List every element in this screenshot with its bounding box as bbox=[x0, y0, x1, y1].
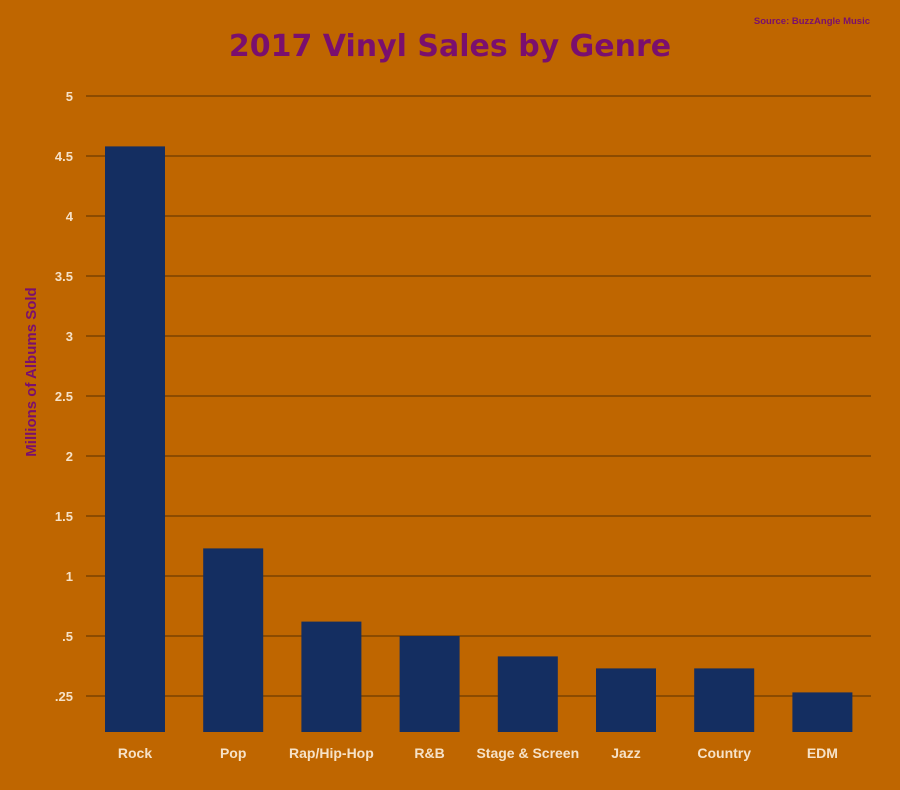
x-tick-label: Rap/Hip-Hop bbox=[289, 745, 374, 761]
y-tick-label: 2.5 bbox=[55, 389, 73, 404]
y-tick-label: 4.5 bbox=[55, 149, 73, 164]
bar bbox=[105, 146, 165, 732]
y-tick-label: 1 bbox=[66, 569, 73, 584]
x-tick-label: Pop bbox=[220, 745, 246, 761]
bar bbox=[792, 692, 853, 732]
x-tick-label: Jazz bbox=[611, 745, 641, 761]
y-tick-label: .25 bbox=[55, 689, 73, 704]
x-axis-ticks: Rock Pop Rap/Hip-Hop R&B Stage & Screen Jazz C… bbox=[118, 745, 838, 761]
bar bbox=[596, 668, 656, 732]
bar bbox=[301, 621, 362, 732]
bars bbox=[105, 146, 853, 732]
y-tick-label: .5 bbox=[62, 629, 73, 644]
source-note: Source: BuzzAngle Music bbox=[754, 16, 870, 27]
x-tick-label: Rock bbox=[118, 745, 152, 761]
x-tick-label: R&B bbox=[414, 745, 444, 761]
y-axis-label: Millions of Albums Sold bbox=[23, 287, 40, 456]
y-tick-label: 1.5 bbox=[55, 509, 73, 524]
x-tick-label: Stage & Screen bbox=[476, 745, 579, 761]
bar bbox=[399, 636, 460, 732]
y-axis-ticks: 54.543.532.521.51.5.25 bbox=[55, 89, 74, 704]
y-tick-label: 3.5 bbox=[55, 269, 73, 284]
y-tick-label: 5 bbox=[66, 89, 73, 104]
x-tick-label: EDM bbox=[807, 745, 838, 761]
bar bbox=[497, 656, 558, 732]
y-tick-label: 2 bbox=[66, 449, 73, 464]
x-tick-label: Country bbox=[697, 745, 751, 761]
y-tick-label: 3 bbox=[66, 329, 73, 344]
bar bbox=[203, 548, 264, 732]
y-tick-label: 4 bbox=[66, 209, 74, 224]
bar bbox=[694, 668, 755, 732]
chart-title: 2017 Vinyl Sales by Genre bbox=[229, 29, 671, 64]
